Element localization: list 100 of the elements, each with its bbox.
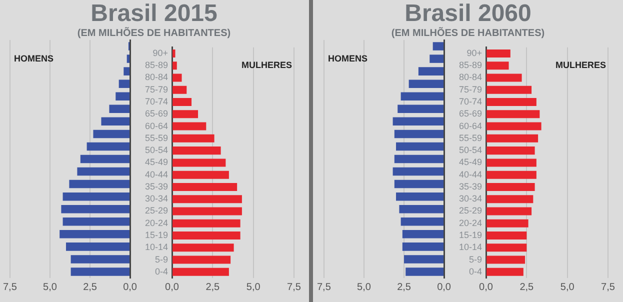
- bar: [396, 192, 444, 201]
- bar: [486, 244, 527, 252]
- bar: [400, 218, 444, 226]
- bar: [486, 62, 509, 70]
- bar: [109, 104, 130, 114]
- bar: [62, 218, 130, 226]
- y-tick-label: 10-14: [144, 242, 168, 252]
- bar: [172, 256, 231, 264]
- bar: [486, 232, 527, 240]
- x-tick-label: 7,5: [317, 282, 332, 293]
- bar: [406, 268, 444, 276]
- bar: [392, 167, 444, 176]
- chart-title: Brasil 2060: [404, 0, 532, 27]
- bar: [172, 182, 238, 191]
- bar: [408, 80, 444, 88]
- text: MULHERES: [241, 60, 292, 70]
- bar: [118, 80, 130, 88]
- y-tick-label: 50-54: [458, 145, 482, 156]
- y-tick-label: 60-64: [144, 120, 168, 131]
- x-tick-label: 5,0: [43, 282, 58, 293]
- y-tick-label: 30-34: [144, 194, 168, 204]
- bar: [172, 86, 187, 94]
- bar: [172, 207, 242, 216]
- bar: [172, 232, 240, 240]
- bar: [486, 207, 532, 216]
- y-tick-label: 85-89: [458, 60, 482, 70]
- x-tick-label: 0,0: [479, 282, 494, 293]
- x-tick-label: 7,5: [601, 282, 616, 293]
- bar: [486, 219, 528, 228]
- bar: [172, 170, 229, 179]
- x-tick-label: 2,5: [397, 282, 412, 293]
- bar: [486, 86, 532, 94]
- bar: [172, 134, 214, 142]
- text: (EM MILHÕES DE HABITANTES): [76, 28, 232, 40]
- y-tick-label: 15-19: [144, 230, 168, 240]
- bar: [432, 42, 444, 50]
- y-tick-label: 45-49: [458, 157, 482, 168]
- bar: [172, 110, 198, 118]
- bar: [172, 98, 192, 106]
- y-tick-label: 50-54: [144, 145, 168, 156]
- bar: [101, 117, 130, 126]
- y-tick-label: 0-4: [154, 266, 168, 276]
- bar: [172, 195, 242, 204]
- bar: [70, 255, 130, 264]
- y-tick-label: 25-29: [144, 206, 168, 216]
- y-tick-label: 35-39: [144, 181, 168, 192]
- bar: [394, 180, 444, 188]
- x-tick-label: 2,5: [83, 282, 98, 293]
- bar: [486, 268, 524, 276]
- bar: [486, 195, 534, 204]
- bar: [172, 244, 234, 252]
- bar: [172, 268, 229, 276]
- y-tick-label: 5-9: [468, 254, 482, 264]
- y-tick-label: 25-29: [458, 206, 482, 216]
- bar: [486, 74, 522, 82]
- bar: [70, 268, 130, 276]
- bar: [404, 255, 444, 264]
- y-tick-label: 65-69: [458, 108, 482, 119]
- bar: [69, 180, 130, 188]
- x-tick-label: 7,5: [287, 282, 302, 293]
- y-tick-label: 75-79: [144, 84, 168, 94]
- bar: [400, 92, 444, 100]
- bar: [86, 142, 130, 151]
- bar: [418, 67, 444, 76]
- text: (EM MILHÕES DE HABITANTES): [390, 28, 546, 40]
- x-tick-label: 5,0: [246, 282, 261, 293]
- bar: [394, 130, 444, 138]
- bar: [486, 158, 536, 167]
- y-tick-label: 20-24: [144, 218, 168, 228]
- y-tick-label: 45-49: [144, 157, 168, 168]
- bar: [66, 242, 130, 251]
- bar: [402, 242, 444, 251]
- y-tick-label: 40-44: [458, 169, 482, 180]
- bar: [486, 182, 535, 191]
- bar: [172, 122, 206, 130]
- y-tick-label: 70-74: [144, 96, 168, 106]
- x-tick-label: 5,0: [357, 282, 372, 293]
- bar: [486, 49, 510, 58]
- bar: [396, 142, 444, 151]
- x-tick-label: 0,0: [165, 282, 180, 293]
- bar: [398, 104, 444, 114]
- x-tick-label: 0,0: [437, 282, 452, 293]
- y-tick-label: 5-9: [154, 254, 168, 264]
- y-tick-label: 60-64: [458, 120, 482, 131]
- x-tick-label: 5,0: [560, 282, 575, 293]
- bar: [126, 54, 130, 63]
- bar: [430, 54, 444, 63]
- bar: [486, 122, 542, 130]
- y-tick-label: 75-79: [458, 84, 482, 94]
- y-tick-label: 90+: [466, 48, 482, 58]
- text: HOMENS: [14, 53, 54, 64]
- y-tick-label: 80-84: [458, 72, 482, 82]
- bar: [486, 110, 540, 118]
- text: MULHERES: [555, 60, 606, 70]
- bar: [172, 74, 182, 82]
- bar: [486, 170, 536, 179]
- bar: [93, 130, 130, 138]
- bar: [124, 67, 130, 76]
- y-tick-label: 20-24: [458, 218, 482, 228]
- y-tick-label: 55-59: [144, 132, 168, 143]
